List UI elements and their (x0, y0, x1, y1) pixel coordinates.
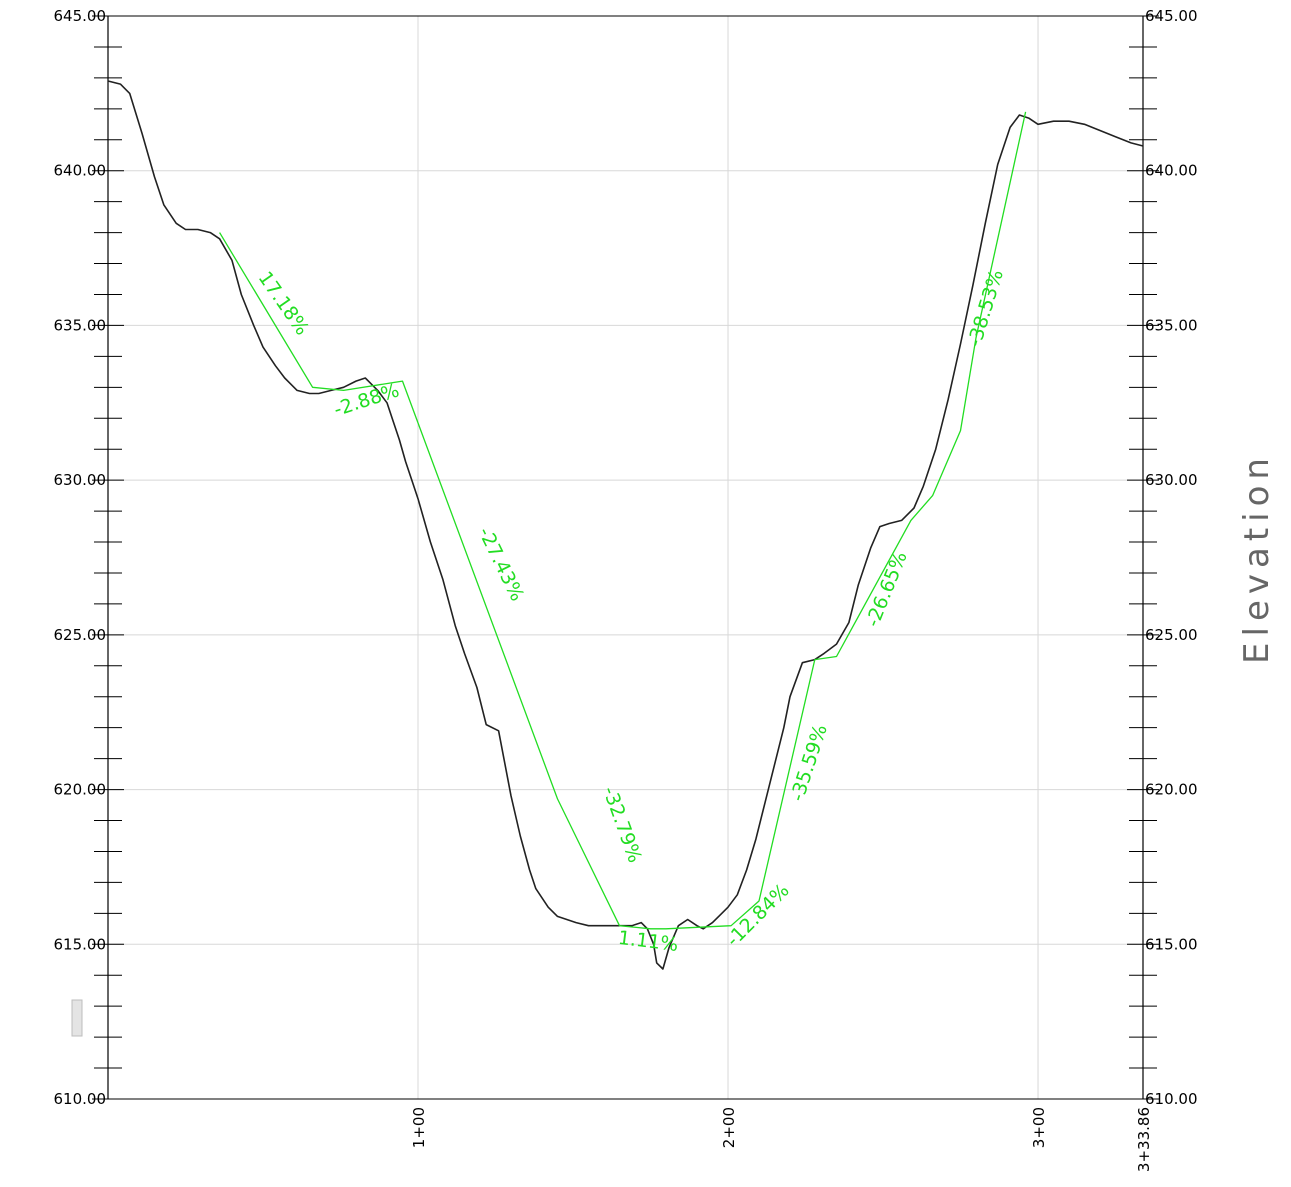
y-tick-label-right: 645.00 (1145, 7, 1198, 25)
ground-profile-line (107, 80, 1144, 970)
grade-label: -12.84% (722, 879, 794, 951)
y-tick-label-right: 620.00 (1145, 781, 1198, 799)
x-tick-label: 2+00 (720, 1107, 738, 1148)
y-tick-label-left: 615.00 (54, 935, 107, 953)
grade-label: -26.65% (862, 548, 912, 630)
y-tick-label-left: 630.00 (54, 471, 107, 489)
y-tick-label-left: 625.00 (54, 626, 107, 644)
grid-lines (108, 15, 1143, 1100)
y-tick-label-left: 645.00 (54, 7, 107, 25)
y-tick-label-left: 640.00 (54, 162, 107, 180)
y-tick-label-right: 625.00 (1145, 626, 1198, 644)
series (107, 80, 1144, 970)
scroll-marker[interactable] (71, 999, 83, 1037)
y-tick-label-right: 615.00 (1145, 935, 1198, 953)
x-tick-label: 3+33.86 (1135, 1107, 1153, 1172)
grade-label: 1.11% (617, 927, 680, 956)
y-tick-label-right: 635.00 (1145, 316, 1198, 334)
y-axis-label: Elevation (1237, 452, 1277, 664)
y-tick-label-right: 610.00 (1145, 1090, 1198, 1108)
y-tick-label-right: 640.00 (1145, 162, 1198, 180)
axes: 610.00 610.00 615.00 615.00 620.00 620.00 625.… (54, 7, 1198, 1172)
grade-label: -32.79% (598, 784, 646, 866)
design-grade-line (219, 111, 1027, 930)
y-tick-label-right: 630.00 (1145, 471, 1198, 489)
grade-labels: 17.18%-2.88%-27.43%-32.79%1.11% -12.84%-3… (254, 267, 1008, 956)
y-tick-label-left: 635.00 (54, 316, 107, 334)
grade-label: -38.53% (964, 267, 1008, 349)
y-tick-label-left: 610.00 (54, 1090, 107, 1108)
grade-label: -27.43% (474, 524, 529, 605)
x-tick-label: 3+00 (1030, 1107, 1048, 1148)
grade-label: -35.59% (786, 722, 831, 804)
x-tick-label: 1+00 (410, 1107, 428, 1148)
y-tick-label-left: 620.00 (54, 781, 107, 799)
